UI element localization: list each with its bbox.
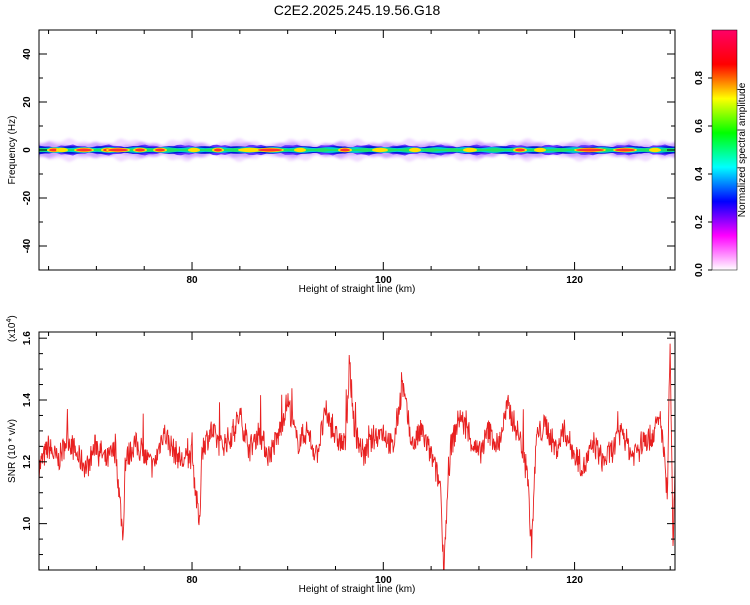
snr-scale-label: (x10 <box>7 322 18 342</box>
colorbar-ticks: 0.0 0.2 0.4 0.6 0.8 <box>694 71 712 277</box>
heatmap-title: C2E2.2025.245.19.56.G18 <box>274 2 441 18</box>
snr-y-tick-label: 1.4 <box>22 393 33 407</box>
heatmap-hotspot-core <box>576 148 604 152</box>
snr-x-tick-label: 100 <box>375 575 392 586</box>
colorbar-label: Normalized spectral amplitude <box>737 82 748 217</box>
heatmap-y-tick-label: -40 <box>22 238 33 253</box>
snr-y-label: SNR (10 * v/v) <box>7 419 18 483</box>
heatmap-panel: 80 100 120 -40 -20 0 20 40 Height of straight … <box>7 29 676 295</box>
snr-x-label: Height of straight line (km) <box>299 584 416 595</box>
heatmap-hotspot-core <box>76 148 92 152</box>
heatmap-y-tick-label: 40 <box>22 48 33 60</box>
heatmap-hotspot-core <box>515 148 525 152</box>
snr-y-tick-label: 1.0 <box>22 516 33 530</box>
heatmap-hotspot <box>534 147 546 153</box>
colorbar-tick-label: 0.0 <box>694 263 705 277</box>
heatmap-hotspot <box>294 147 306 153</box>
snr-frame <box>38 331 676 571</box>
snr-y-tick-label: 1.2 <box>22 454 33 468</box>
heatmap-x-tick-label: 80 <box>186 275 198 286</box>
snr-x-tick-label: 120 <box>566 575 583 586</box>
snr-scale-exponent: 4 <box>6 319 13 323</box>
heatmap-y-tick-label: 0 <box>22 147 33 153</box>
heatmap-hotspot-core <box>155 148 165 152</box>
colorbar-tick-label: 0.4 <box>694 167 705 181</box>
heatmap-hotspot-core <box>135 148 145 152</box>
heatmap-hotspot <box>238 147 262 153</box>
colorbar-tick-label: 0.8 <box>694 71 705 85</box>
heatmap-hotspot <box>372 147 388 153</box>
snr-x-ticks: 80 100 120 <box>48 332 671 586</box>
heatmap-hotspot-core <box>615 148 635 152</box>
heatmap-y-tick-label: -20 <box>22 190 33 205</box>
heatmap-hotspot <box>463 147 477 153</box>
heatmap-hotspot <box>56 147 68 153</box>
heatmap-hotspot <box>188 147 200 153</box>
heatmap-hotspot <box>649 147 661 153</box>
heatmap-hotspot-core <box>258 148 282 152</box>
snr-y-tick-label: 1.6 <box>22 331 33 345</box>
snr-scale-factor: (x104) <box>6 315 18 342</box>
snr-panel: 80 100 120 1.0 1.2 1.4 1.6 Height of straight… <box>6 315 676 595</box>
heatmap-x-label: Height of straight line (km) <box>299 284 416 295</box>
heatmap-y-tick-label: 20 <box>22 96 33 108</box>
heatmap-band <box>39 138 675 162</box>
heatmap-hotspot-core <box>214 148 222 152</box>
heatmap-hotspot <box>409 147 421 153</box>
snr-series-line <box>39 343 675 570</box>
snr-x-tick-label: 80 <box>186 575 198 586</box>
svg-text:(x104): (x104) <box>6 315 18 342</box>
heatmap-hotspot-core <box>340 148 350 152</box>
colorbar: 0.0 0.2 0.4 0.6 0.8 Normalized spectral ampl… <box>694 29 748 277</box>
colorbar-gradient <box>711 29 738 271</box>
colorbar-tick-label: 0.6 <box>694 119 705 133</box>
snr-y-ticks: 1.0 1.2 1.4 1.6 <box>22 331 675 556</box>
heatmap-x-tick-label: 100 <box>375 275 392 286</box>
colorbar-tick-label: 0.2 <box>694 215 705 229</box>
heatmap-hotspot-core <box>108 148 128 152</box>
heatmap-y-ticks: -40 -20 0 20 40 <box>22 29 675 271</box>
snr-scale-close: ) <box>7 315 18 318</box>
heatmap-x-ticks: 80 100 120 <box>48 30 671 286</box>
heatmap-x-tick-label: 120 <box>566 275 583 286</box>
heatmap-y-label: Frequency (Hz) <box>7 116 18 185</box>
